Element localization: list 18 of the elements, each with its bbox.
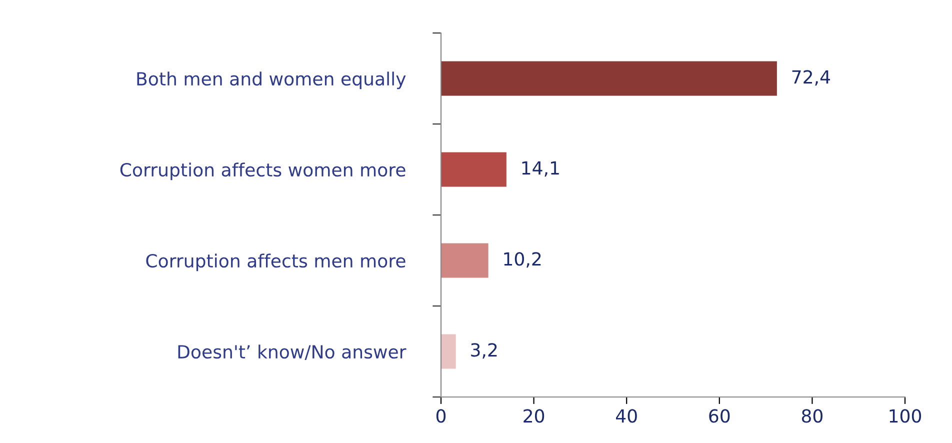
x-tick-label: 40 bbox=[616, 409, 637, 423]
y-tick-label: Both men and women equally bbox=[137, 72, 406, 90]
y-tick-label: Corruption affects men more bbox=[146, 254, 406, 272]
data-label: 10,2 bbox=[504, 252, 541, 268]
bar bbox=[441, 152, 506, 187]
data-label: 72,4 bbox=[792, 70, 830, 86]
x-tick-label: 80 bbox=[802, 409, 822, 423]
y-tick-label: Corruption affects women more bbox=[120, 162, 406, 180]
x-tick-label: 0 bbox=[436, 409, 446, 423]
bar bbox=[441, 334, 456, 369]
x-tick-label: 60 bbox=[709, 409, 730, 423]
bar bbox=[441, 243, 488, 278]
bar bbox=[441, 61, 777, 96]
data-label: 14,1 bbox=[522, 161, 559, 177]
y-tick-label: Doesn't’ know/No answer bbox=[178, 344, 406, 360]
x-tick-label: 100 bbox=[890, 409, 922, 423]
data-label: 3,2 bbox=[471, 343, 497, 359]
x-tick-label: 20 bbox=[524, 409, 544, 423]
